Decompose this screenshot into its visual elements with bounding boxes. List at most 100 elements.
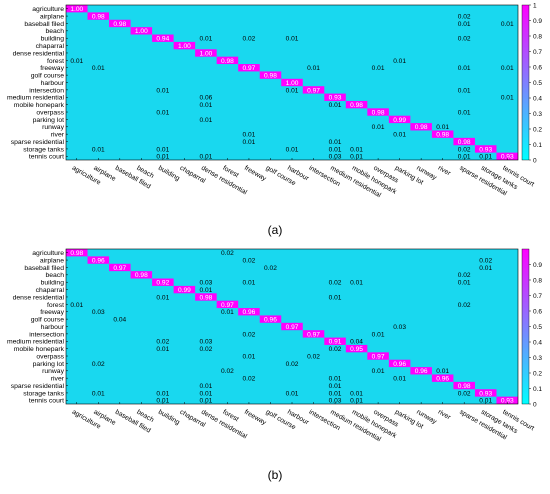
matrix-cell bbox=[388, 115, 411, 124]
cell-value: 0.03 bbox=[199, 280, 212, 287]
cell-value: 0.01 bbox=[199, 117, 212, 124]
matrix-cell bbox=[152, 278, 174, 286]
cell-value: 0.01 bbox=[286, 390, 299, 397]
cell-value: 0.02 bbox=[286, 361, 299, 368]
cell-value: 0.98 bbox=[221, 58, 234, 65]
cell-value: 0.01 bbox=[221, 309, 234, 316]
cell-value: 0.98 bbox=[113, 21, 126, 28]
y-tick-label: beach bbox=[45, 28, 64, 35]
cell-value: 0.01 bbox=[372, 65, 385, 72]
y-tick-label: dense residential bbox=[13, 50, 65, 57]
colorbar bbox=[521, 4, 530, 161]
matrix-cell bbox=[152, 34, 174, 42]
matrix-cell bbox=[87, 12, 110, 20]
x-tick-label: freeway bbox=[243, 409, 268, 427]
cell-value: 0.03 bbox=[92, 309, 105, 316]
cell-value: 0.01 bbox=[92, 390, 105, 397]
colorbar-tick-label: 0.3 bbox=[533, 355, 542, 362]
cell-value: 0.01 bbox=[479, 154, 492, 161]
cell-value: 0.01 bbox=[70, 58, 83, 65]
figure-caption: (b) bbox=[268, 468, 283, 482]
cell-value: 0.02 bbox=[221, 250, 234, 257]
matrix-cell bbox=[302, 86, 325, 94]
matrix-cell bbox=[130, 271, 153, 279]
cell-value: 0.01 bbox=[479, 265, 492, 272]
cell-value: 0.02 bbox=[264, 265, 277, 272]
matrix-cell bbox=[453, 137, 475, 146]
matrix-cell bbox=[474, 145, 497, 153]
matrix-cell bbox=[109, 263, 131, 272]
matrix-cell bbox=[453, 381, 475, 390]
cell-value: 0.01 bbox=[307, 65, 320, 72]
cell-value: 1.00 bbox=[199, 50, 212, 57]
cell-value: 0.01 bbox=[156, 154, 169, 161]
y-tick-label: intersection bbox=[29, 331, 64, 338]
matrix-cell bbox=[367, 108, 389, 116]
y-tick-label: agriculture bbox=[32, 250, 64, 257]
cell-value: 0.93 bbox=[501, 398, 514, 405]
cell-value: 0.95 bbox=[350, 346, 363, 353]
cell-value: 0.97 bbox=[286, 324, 299, 331]
matrix-cell bbox=[195, 293, 217, 301]
cell-value: 0.04 bbox=[350, 339, 363, 346]
cell-value: 0.01 bbox=[199, 383, 212, 390]
cell-value: 0.01 bbox=[372, 331, 385, 338]
matrix-cell bbox=[173, 41, 196, 50]
cell-value: 0.01 bbox=[501, 95, 514, 102]
cell-value: 0.02 bbox=[92, 361, 105, 368]
matrix-cell bbox=[324, 337, 346, 345]
y-tick-label: freeway bbox=[40, 65, 64, 72]
matrix-cell bbox=[431, 130, 454, 138]
cell-value: 0.03 bbox=[199, 339, 212, 346]
cell-value: 0.97 bbox=[372, 353, 385, 360]
colorbar-tick-label: 0.3 bbox=[533, 111, 542, 118]
y-tick-label: beach bbox=[45, 272, 64, 279]
cell-value: 0.01 bbox=[329, 146, 342, 153]
matrix-cell bbox=[259, 315, 282, 323]
matrix-cell bbox=[496, 152, 518, 160]
cell-value: 0.97 bbox=[307, 87, 320, 94]
y-tick-label: mobile honepark bbox=[14, 346, 65, 353]
matrix-cell bbox=[410, 123, 432, 131]
cell-value: 0.98 bbox=[415, 124, 428, 131]
y-tick-label: medium residential bbox=[7, 339, 65, 346]
cell-value: 0.93 bbox=[501, 154, 514, 161]
matrix-cell bbox=[388, 359, 411, 368]
cell-value: 0.01 bbox=[156, 146, 169, 153]
y-tick-label: airplane bbox=[40, 257, 64, 264]
colorbar-tick-label: 0.9 bbox=[533, 262, 542, 269]
matrix-cell bbox=[474, 389, 497, 397]
y-tick-label: forest bbox=[47, 58, 64, 65]
y-tick-label: runway bbox=[42, 368, 65, 375]
y-tick-label: forest bbox=[47, 302, 64, 309]
cell-value: 1.00 bbox=[70, 6, 83, 13]
cell-value: 0.91 bbox=[329, 339, 342, 346]
confusion-matrix-b: 0.98 0.02 0.96 0.02 0.02 0.97 0.02 0.01 0.98 0.02… bbox=[0, 244, 550, 489]
x-tick-label: freeway bbox=[243, 165, 268, 183]
cell-value: 0.98 bbox=[92, 13, 105, 20]
cell-value: 0.02 bbox=[221, 368, 234, 375]
matrix-cell bbox=[66, 249, 88, 257]
cell-value: 0.02 bbox=[458, 272, 471, 279]
cell-value: 0.02 bbox=[458, 36, 471, 43]
cell-value: 0.01 bbox=[329, 383, 342, 390]
cell-value: 0.01 bbox=[156, 390, 169, 397]
cell-value: 0.01 bbox=[156, 398, 169, 405]
x-tick-label: river bbox=[437, 409, 453, 422]
cell-value: 0.02 bbox=[199, 346, 212, 353]
colorbar-tick-label: 0.6 bbox=[533, 308, 542, 315]
cell-value: 0.01 bbox=[458, 87, 471, 94]
cell-value: 0.98 bbox=[264, 73, 277, 80]
cell-value: 0.93 bbox=[479, 390, 492, 397]
y-tick-label: river bbox=[51, 132, 65, 139]
cell-value: 0.02 bbox=[329, 280, 342, 287]
y-tick-label: storage tanks bbox=[23, 146, 64, 153]
cell-value: 0.01 bbox=[350, 154, 363, 161]
cell-value: 1.00 bbox=[286, 80, 299, 87]
colorbar bbox=[521, 248, 530, 405]
cell-value: 0.01 bbox=[458, 21, 471, 28]
cell-value: 0.98 bbox=[436, 132, 449, 139]
cell-value: 0.01 bbox=[156, 109, 169, 116]
cell-value: 0.02 bbox=[479, 257, 492, 264]
cell-value: 0.01 bbox=[286, 146, 299, 153]
